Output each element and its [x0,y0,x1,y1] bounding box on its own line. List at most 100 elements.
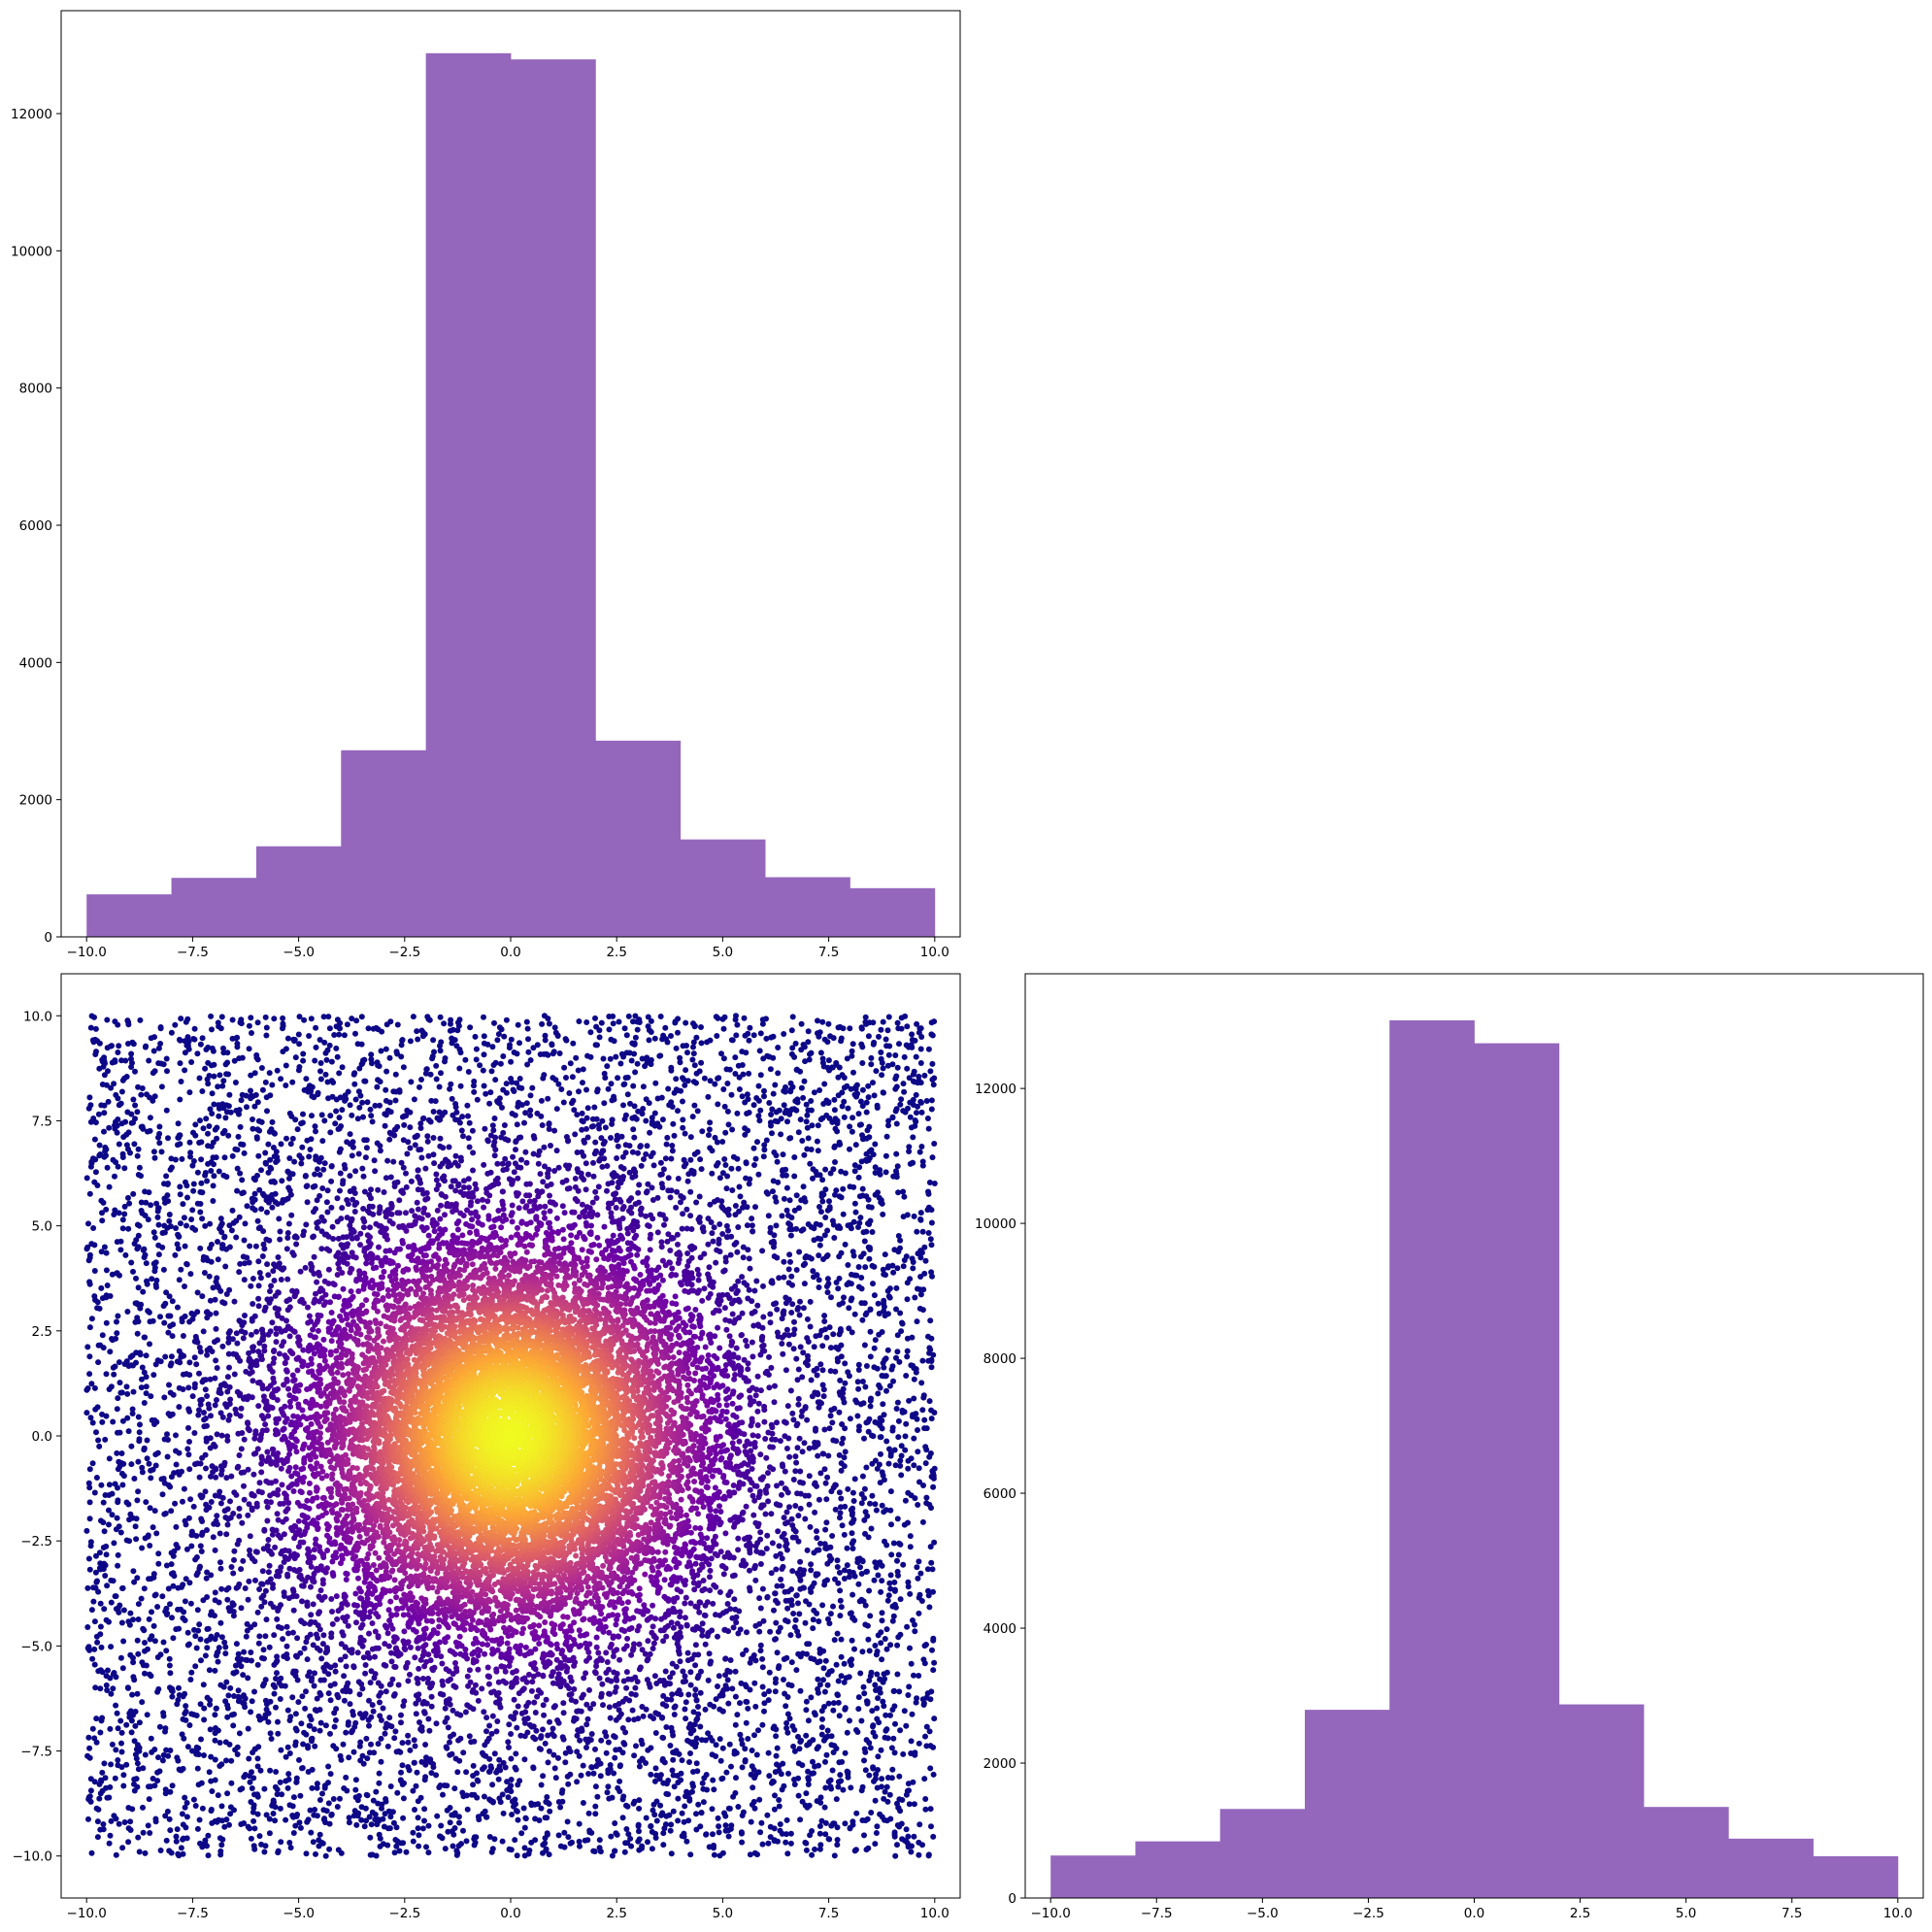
scatter-point [188,1059,194,1065]
scatter-point [334,1097,340,1103]
scatter-point [850,1546,856,1551]
scatter-point [842,1661,848,1667]
scatter-point [929,1220,935,1226]
scatter-point [905,1834,911,1840]
scatter-point [199,1518,205,1524]
scatter-point [718,1050,724,1056]
scatter-point [565,1782,571,1787]
scatter-point [140,1765,146,1771]
scatter-point [252,1197,258,1203]
scatter-point [771,1608,777,1614]
scatter-point [881,1272,886,1278]
scatter-point [890,1174,896,1180]
scatter-point [801,1183,807,1189]
scatter-point [923,1743,929,1749]
scatter-point [178,1060,183,1066]
scatter-point [822,1759,828,1765]
scatter-point [521,1806,527,1812]
scatter-point [98,1285,104,1291]
scatter-point [430,1037,436,1043]
scatter-point [835,1784,841,1790]
scatter-point [119,1482,125,1488]
scatter-point [906,1781,912,1786]
scatter-point [183,1314,188,1319]
scatter-point [308,1830,314,1836]
scatter-point [859,1571,865,1577]
scatter-point [264,1812,270,1817]
scatter-point [749,1784,755,1790]
scatter-point [198,1156,204,1162]
scatter-point [145,1282,150,1287]
scatter-point [918,1380,924,1385]
scatter-point [652,1123,658,1129]
scatter-point [854,1414,860,1419]
scatter-point [929,1648,935,1653]
scatter-point [767,1229,773,1235]
scatter-point [811,1166,816,1172]
scatter-point [861,1684,867,1690]
scatter-point [203,1488,209,1494]
scatter-point [414,1783,419,1789]
scatter-point [695,1704,701,1710]
scatter-point [660,1756,666,1762]
scatter-point [101,1110,107,1116]
scatter-point [267,1092,273,1098]
scatter-point [131,1041,137,1047]
scatter-point [783,1840,788,1846]
scatter-point [823,1496,829,1502]
scatter-point [185,1425,191,1431]
scatter-point [177,1277,183,1282]
scatter-point [168,1223,174,1229]
scatter-point [242,1701,248,1707]
scatter-point [539,1782,545,1788]
scatter-point [152,1068,158,1074]
scatter-point [680,1116,685,1122]
scatter-point [132,1738,138,1744]
scatter-point [775,1746,781,1751]
top-hist-bar [426,53,512,937]
scatter-point [107,1349,113,1354]
scatter-point [837,1302,843,1308]
scatter-point [273,1784,279,1790]
scatter-point [154,1778,160,1783]
scatter-point [694,1071,700,1077]
scatter-point [515,1050,520,1056]
scatter-point [794,1067,800,1073]
scatter-point [861,1832,867,1838]
scatter-point [855,1556,861,1562]
scatter-point [126,1538,132,1544]
scatter-point [867,1613,873,1618]
scatter-point [835,1837,841,1843]
scatter-point [620,1793,626,1799]
scatter-point [797,1816,803,1822]
scatter-point [94,1640,100,1646]
scatter-point [576,1018,582,1024]
scatter-point [880,1212,885,1217]
scatter-point [157,1314,163,1319]
scatter-point [926,1345,932,1350]
scatter-point [107,1726,113,1732]
scatter-point [767,1670,773,1676]
scatter-point [688,1134,694,1140]
scatter-point [699,1128,705,1134]
scatter-point [398,1770,404,1776]
scatter-point [467,1120,473,1126]
scatter-point [733,1722,739,1728]
scatter-point [346,1719,351,1725]
scatter-point [383,1796,388,1802]
scatter-point [836,1410,842,1416]
scatter-point [437,1117,443,1123]
scatter-point [271,1682,277,1688]
scatter-point [732,1749,738,1754]
scatter-point [464,1103,470,1109]
scatter-point [340,1064,346,1070]
scatter-point [182,1795,187,1801]
scatter-point [194,1713,200,1718]
scatter-point [837,1378,843,1383]
scatter-point [155,1215,161,1220]
scatter-point [198,1543,204,1549]
scatter-point [850,1490,856,1496]
scatter-point [124,1383,130,1389]
scatter-point [525,1049,531,1055]
scatter-point [831,1235,837,1241]
